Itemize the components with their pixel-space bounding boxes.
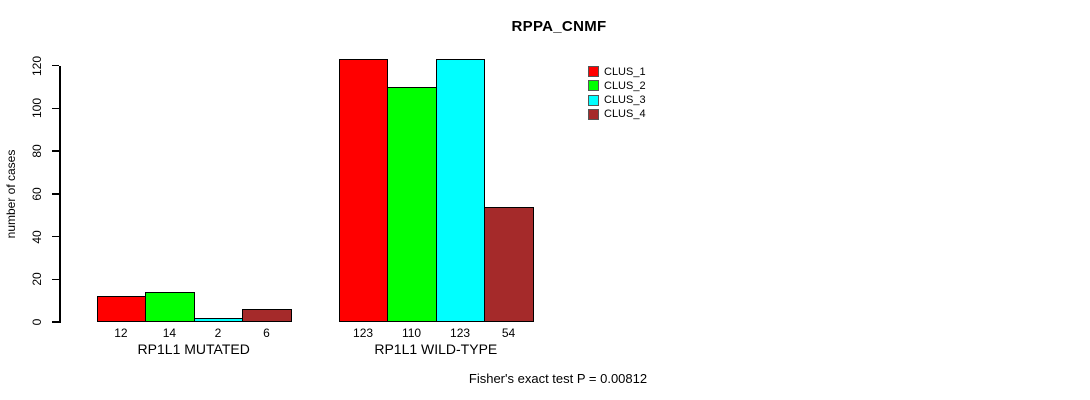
y-axis-tick: [52, 278, 59, 281]
legend-row: CLUS_3: [588, 94, 646, 106]
bar-clus_3-group1: [435, 59, 486, 322]
bar-value-label: 14: [162, 326, 177, 340]
bar-value-label: 110: [401, 326, 422, 340]
legend-label: CLUS_1: [604, 65, 646, 78]
bar-value-label: 12: [114, 326, 128, 340]
bar-value-label: 123: [353, 326, 374, 340]
legend-swatch-clus_2: [588, 80, 599, 92]
legend-label: CLUS_3: [604, 94, 646, 107]
fisher-test-annotation: Fisher's exact test P = 0.00812: [468, 371, 648, 386]
legend-label: CLUS_2: [604, 79, 646, 92]
bar-clus_3-group0: [193, 317, 244, 322]
y-axis-tick-label: 60: [30, 187, 44, 201]
y-axis-tick-label: 120: [30, 55, 44, 76]
bar-clus_1-group0: [96, 296, 147, 322]
y-axis-tick-label: 100: [30, 98, 44, 119]
x-group-label: RP1L1 WILD-TYPE: [374, 341, 498, 357]
bar-value-label: 54: [501, 326, 516, 340]
bar-clus_2-group1: [387, 86, 437, 322]
bar-value-label: 2: [214, 326, 222, 340]
y-axis-tick-label: 0: [30, 318, 44, 326]
y-axis-tick-label: 80: [30, 144, 44, 158]
legend-label: CLUS_4: [604, 108, 646, 121]
y-axis-tick-label: 20: [30, 272, 44, 286]
bar-clus_1-group1: [338, 59, 389, 322]
y-axis-tick-label: 40: [30, 229, 44, 244]
legend-swatch-clus_4: [588, 108, 599, 120]
bar-value-label: 123: [450, 326, 471, 340]
y-axis-tick: [52, 64, 59, 67]
y-axis-tick: [52, 150, 59, 152]
y-axis-tick: [52, 321, 59, 323]
y-axis-tick: [52, 107, 59, 110]
bar-clus_2-group0: [145, 292, 195, 322]
y-axis-line: [59, 65, 61, 323]
legend-row: CLUS_4: [588, 108, 646, 120]
chart-title: RPPA_CNMF: [511, 18, 607, 35]
legend-row: CLUS_2: [588, 80, 646, 92]
x-group-label: RP1L1 MUTATED: [137, 341, 250, 357]
y-axis-tick: [52, 193, 59, 195]
legend-swatch-clus_1: [588, 66, 599, 77]
y-axis-tick: [52, 235, 59, 238]
bar-clus_4-group0: [242, 309, 292, 322]
legend-swatch-clus_3: [588, 94, 599, 106]
y-axis-label: number of cases: [4, 149, 18, 239]
legend-row: CLUS_1: [588, 66, 646, 78]
bar-value-label: 6: [263, 326, 270, 340]
bar-clus_4-group1: [484, 206, 534, 322]
